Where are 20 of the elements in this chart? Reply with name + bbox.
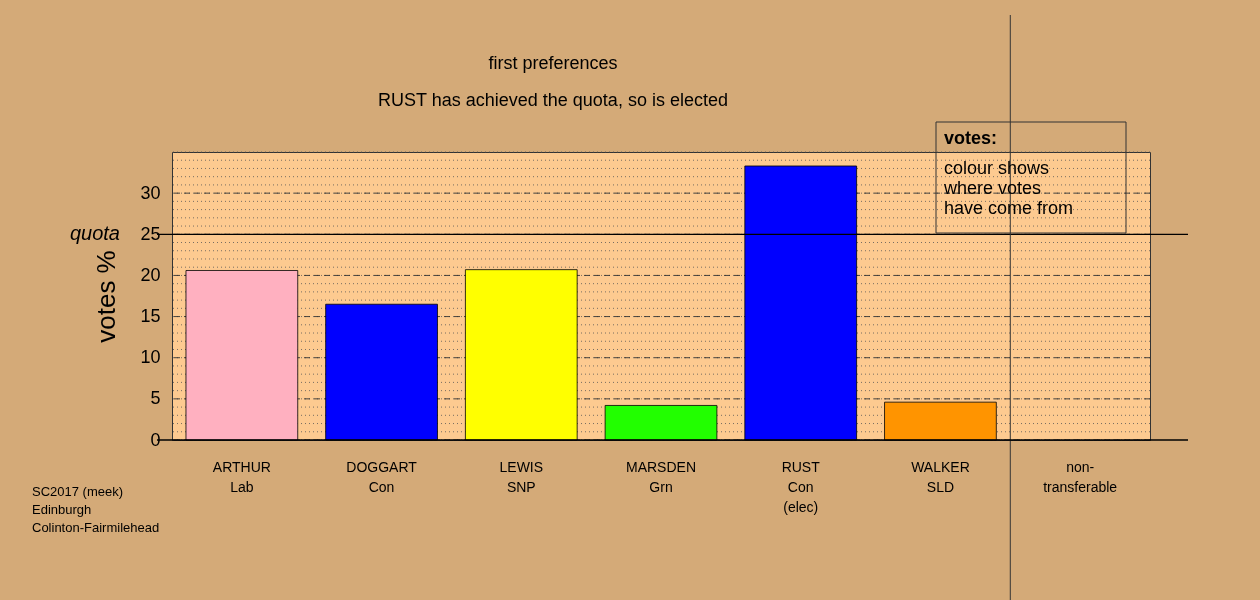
y-axis-title: votes % xyxy=(91,250,122,343)
x-tick-label: RUST Con (elec) xyxy=(781,458,821,515)
y-tick-label: 5 xyxy=(150,388,161,409)
text: votes: xyxy=(944,128,998,148)
text: SC2017 (meek) Edinburgh Colinton-Fairmilehead xyxy=(32,484,160,535)
x-tick-label: LEWIS SNP xyxy=(499,458,544,495)
y-tick-label: 0 xyxy=(150,429,161,450)
x-tick-label: DOGGART Con xyxy=(346,458,418,495)
y-tick-label: 15 xyxy=(140,306,161,327)
y-tick-label: 10 xyxy=(140,347,161,368)
chart-title: first preferences xyxy=(488,53,618,73)
ref-line-label: quota xyxy=(69,222,120,245)
x-tick-label: MARSDEN Grn xyxy=(625,458,697,495)
y-tick-label: 25 xyxy=(140,223,161,244)
y-tick-label: 20 xyxy=(140,264,161,285)
x-tick-label: ARTHUR Lab xyxy=(212,458,271,495)
chart-subtitle: RUST has achieved the quota, so is elected xyxy=(378,90,728,110)
x-tick-label: non- transferable xyxy=(1043,458,1118,495)
x-tick-label: WALKER SLD xyxy=(911,458,970,495)
y-tick-label: 30 xyxy=(140,182,161,203)
